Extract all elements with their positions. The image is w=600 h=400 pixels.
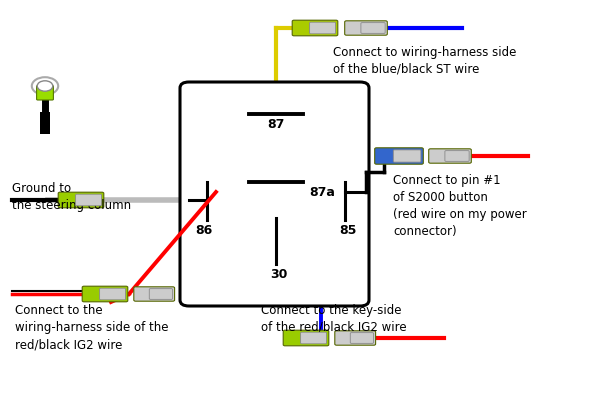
Circle shape [37, 81, 53, 91]
FancyBboxPatch shape [100, 288, 125, 300]
FancyBboxPatch shape [283, 330, 329, 346]
FancyBboxPatch shape [361, 23, 385, 33]
FancyBboxPatch shape [149, 289, 173, 299]
FancyBboxPatch shape [37, 86, 53, 100]
FancyBboxPatch shape [445, 151, 469, 161]
Text: Connect to the
wiring-harness side of the
red/black IG2 wire: Connect to the wiring-harness side of th… [15, 304, 169, 351]
Text: 85: 85 [340, 224, 356, 237]
FancyBboxPatch shape [344, 21, 388, 35]
Circle shape [32, 77, 58, 95]
FancyBboxPatch shape [40, 112, 50, 134]
FancyBboxPatch shape [301, 332, 326, 344]
Text: Connect to pin #1
of S2000 button
(red wire on my power
connector): Connect to pin #1 of S2000 button (red w… [393, 174, 527, 238]
Text: 30: 30 [271, 268, 287, 281]
FancyBboxPatch shape [76, 194, 101, 206]
FancyBboxPatch shape [394, 150, 421, 162]
FancyBboxPatch shape [134, 287, 175, 301]
FancyBboxPatch shape [310, 22, 335, 34]
Text: Connect to wiring-harness side
of the blue/black ST wire: Connect to wiring-harness side of the bl… [333, 46, 517, 76]
FancyBboxPatch shape [375, 148, 424, 164]
FancyBboxPatch shape [180, 82, 369, 306]
Text: Connect to the key-side
of the red/black IG2 wire: Connect to the key-side of the red/black… [261, 304, 407, 334]
FancyBboxPatch shape [350, 333, 374, 343]
FancyBboxPatch shape [428, 149, 472, 163]
FancyBboxPatch shape [82, 286, 128, 302]
Text: 86: 86 [196, 224, 212, 237]
Text: Ground to
the steering column: Ground to the steering column [12, 182, 131, 212]
Text: 87a: 87a [309, 186, 335, 199]
FancyBboxPatch shape [292, 20, 338, 36]
FancyBboxPatch shape [58, 192, 104, 208]
Text: 87: 87 [268, 118, 284, 131]
FancyBboxPatch shape [335, 331, 376, 345]
